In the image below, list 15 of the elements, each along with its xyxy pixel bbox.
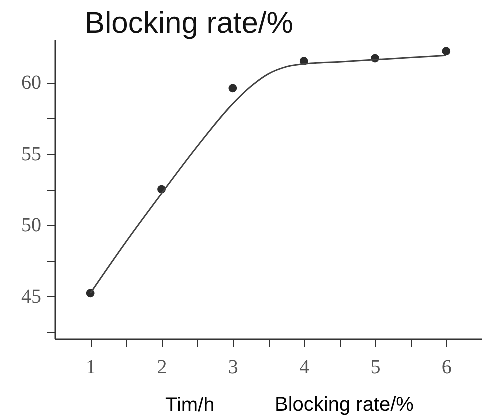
- x-tick-label: 1: [86, 356, 96, 378]
- x-tick-label: 2: [157, 356, 168, 378]
- x-axis-title: Tim/h: [166, 394, 215, 416]
- x-tick-label: 3: [228, 356, 238, 378]
- y-tick-label: 50: [22, 214, 42, 237]
- x-tick-label: 4: [300, 356, 310, 378]
- x-tick-label: 6: [442, 356, 452, 378]
- point: [442, 47, 451, 56]
- x-tick-label: 5: [370, 356, 381, 378]
- y-tick-label: 55: [22, 143, 42, 166]
- chart-title: Blocking rate/%: [85, 7, 294, 40]
- point: [228, 84, 238, 93]
- y-tick-label: 60: [22, 72, 42, 94]
- y-tick-label: 45: [22, 286, 42, 308]
- text: Blocking rate/%: [275, 394, 414, 416]
